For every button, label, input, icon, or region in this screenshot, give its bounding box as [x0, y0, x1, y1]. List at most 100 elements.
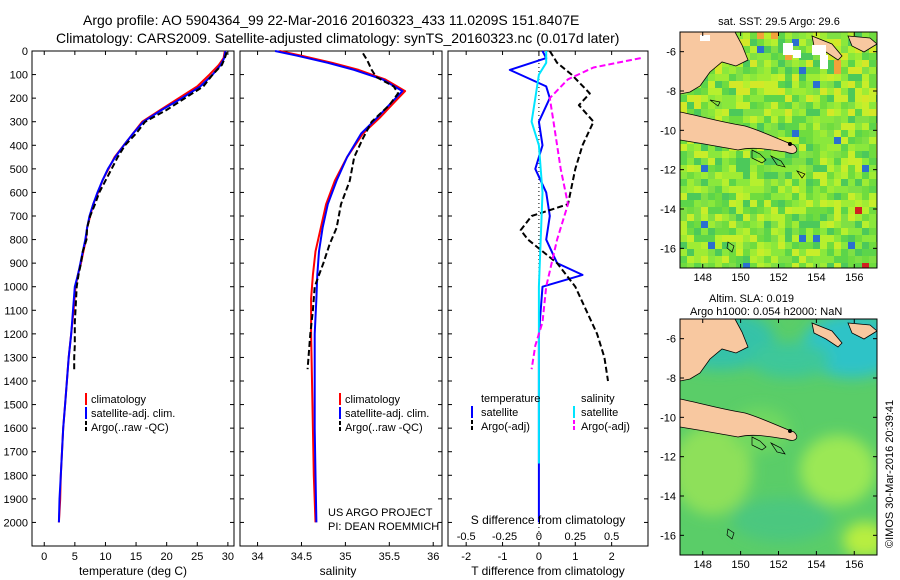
sst-cell: [848, 165, 855, 172]
sst-cell: [792, 95, 799, 102]
sst-cell: [855, 32, 862, 39]
sst-cell: [757, 74, 764, 81]
sst-cell: [834, 109, 841, 116]
sst-cell: [764, 256, 771, 263]
sst-cell: [764, 249, 771, 256]
sst-cell: [722, 95, 729, 102]
sst-cell: [792, 186, 799, 193]
sst-cell: [771, 67, 778, 74]
sst-cell: [785, 102, 792, 109]
sst-cell: [855, 144, 862, 151]
header-line-2: Climatology: CARS2009. Satellite-adjuste…: [56, 30, 619, 46]
sst-cell: [841, 172, 848, 179]
sst-cell: [806, 242, 813, 249]
sst-cell: [764, 221, 771, 228]
sst-cell: [722, 221, 729, 228]
sst-cell: [855, 214, 862, 221]
sst-cell: [743, 235, 750, 242]
sst-cell: [708, 263, 715, 268]
sst-cell: [722, 249, 729, 256]
sst-cell: [799, 39, 806, 46]
salinity-xlabel: salinity: [320, 564, 357, 578]
sst-cell: [806, 144, 813, 151]
sst-cell: [813, 242, 820, 249]
sst-cell: [701, 256, 708, 263]
sst-cell: [855, 221, 862, 228]
sst-map-islands: [709, 99, 806, 253]
sst-cell: [764, 81, 771, 88]
sst-cell: [834, 81, 841, 88]
legend-label-climatology: climatology: [345, 394, 401, 406]
x-tick-label: 25: [191, 551, 203, 563]
sst-cell: [708, 193, 715, 200]
sst-cell: [799, 95, 806, 102]
sst-cell: [778, 81, 785, 88]
sst-cell: [869, 53, 876, 60]
map-y-tick-label: -6: [666, 47, 676, 59]
sst-cell: [778, 130, 785, 137]
sst-cell: [757, 32, 764, 39]
sst-cell: [869, 221, 876, 228]
sst-cell: [715, 193, 722, 200]
header-line-1: Argo profile: AO 5904364_99 22-Mar-2016 …: [83, 12, 579, 28]
sst-cell: [813, 81, 820, 88]
sst-cell: [820, 228, 827, 235]
sst-cell: [806, 137, 813, 144]
sst-cell: [813, 172, 820, 179]
sst-cell: [764, 158, 771, 165]
sst-cell: [869, 186, 876, 193]
sst-cell: [715, 186, 722, 193]
sst-cell: [855, 151, 862, 158]
sst-cell: [869, 249, 876, 256]
sst-cell: [764, 53, 771, 60]
sst-cell: [834, 228, 841, 235]
sst-cell: [792, 172, 799, 179]
sst-cell: [708, 214, 715, 221]
sst-cell: [771, 123, 778, 130]
sst-cell: [841, 130, 848, 137]
sst-cell: [799, 193, 806, 200]
sst-cell: [687, 158, 694, 165]
map-y-tick-label: -10: [660, 412, 676, 424]
sst-cell: [862, 235, 869, 242]
sst-cell: [743, 109, 750, 116]
sst-cell: [694, 151, 701, 158]
sst-cell: [687, 235, 694, 242]
sst-cell: [687, 95, 694, 102]
y-tick-label: 1300: [4, 352, 28, 364]
sst-cell: [750, 165, 757, 172]
sst-cell: [694, 109, 701, 116]
sst-cell: [827, 214, 834, 221]
sst-cell: [820, 214, 827, 221]
sst-cell: [757, 221, 764, 228]
sst-cell: [757, 81, 764, 88]
temperature-panel: 0100200300400500600700800900100011001200…: [4, 46, 235, 578]
sst-cell: [813, 53, 820, 60]
sst-cell: [841, 242, 848, 249]
sst-cell: [848, 116, 855, 123]
difference-axes-box: [447, 50, 649, 547]
sst-cell: [792, 193, 799, 200]
sst-cell: [743, 151, 750, 158]
sst-cell: [736, 151, 743, 158]
sst-cell: [799, 221, 806, 228]
sst-cell: [708, 165, 715, 172]
sst-cell: [820, 193, 827, 200]
sst-cell: [750, 200, 757, 207]
sst-cell: [820, 137, 827, 144]
y-tick-label: 300: [10, 117, 28, 129]
y-tick-label: 700: [10, 211, 28, 223]
x-tick-label: 5: [72, 551, 78, 563]
sst-cell: [869, 235, 876, 242]
sst-cell: [757, 109, 764, 116]
sst-cell: [722, 81, 729, 88]
sst-cell: [785, 165, 792, 172]
sst-cell: [757, 263, 764, 268]
sst-cell: [750, 116, 757, 123]
sst-cell: [855, 165, 862, 172]
sst-cell: [834, 88, 841, 95]
sst-cell: [708, 235, 715, 242]
salinity-panel: 34 34.5 35 35.5 36 salinity climatology sate…: [239, 50, 443, 578]
sst-cell: [757, 46, 764, 53]
sst-cell: [841, 214, 848, 221]
